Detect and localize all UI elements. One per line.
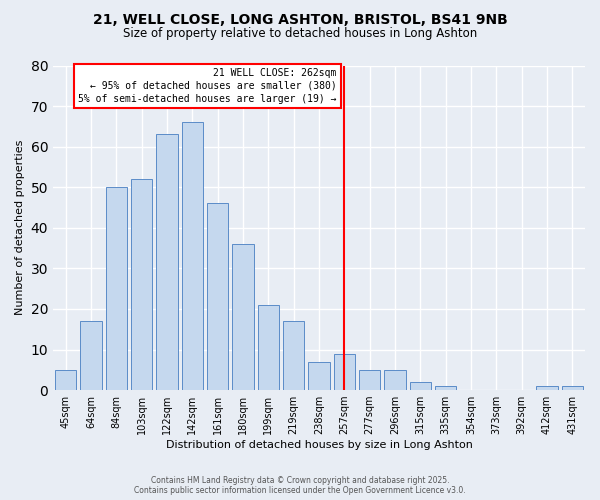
Text: 21, WELL CLOSE, LONG ASHTON, BRISTOL, BS41 9NB: 21, WELL CLOSE, LONG ASHTON, BRISTOL, BS… — [92, 12, 508, 26]
Bar — [55, 370, 76, 390]
Bar — [182, 122, 203, 390]
Bar — [106, 187, 127, 390]
Text: Size of property relative to detached houses in Long Ashton: Size of property relative to detached ho… — [123, 28, 477, 40]
Bar — [410, 382, 431, 390]
Bar — [156, 134, 178, 390]
Bar — [308, 362, 330, 390]
Bar — [536, 386, 558, 390]
Bar — [435, 386, 457, 390]
Bar — [562, 386, 583, 390]
Bar — [80, 321, 102, 390]
Bar — [334, 354, 355, 390]
Bar — [207, 204, 229, 390]
Text: Contains HM Land Registry data © Crown copyright and database right 2025.
Contai: Contains HM Land Registry data © Crown c… — [134, 476, 466, 495]
Text: 21 WELL CLOSE: 262sqm
← 95% of detached houses are smaller (380)
5% of semi-deta: 21 WELL CLOSE: 262sqm ← 95% of detached … — [78, 68, 337, 104]
Bar — [232, 244, 254, 390]
Bar — [257, 305, 279, 390]
Bar — [359, 370, 380, 390]
Bar — [131, 179, 152, 390]
X-axis label: Distribution of detached houses by size in Long Ashton: Distribution of detached houses by size … — [166, 440, 472, 450]
Bar — [384, 370, 406, 390]
Bar — [283, 321, 304, 390]
Y-axis label: Number of detached properties: Number of detached properties — [15, 140, 25, 316]
